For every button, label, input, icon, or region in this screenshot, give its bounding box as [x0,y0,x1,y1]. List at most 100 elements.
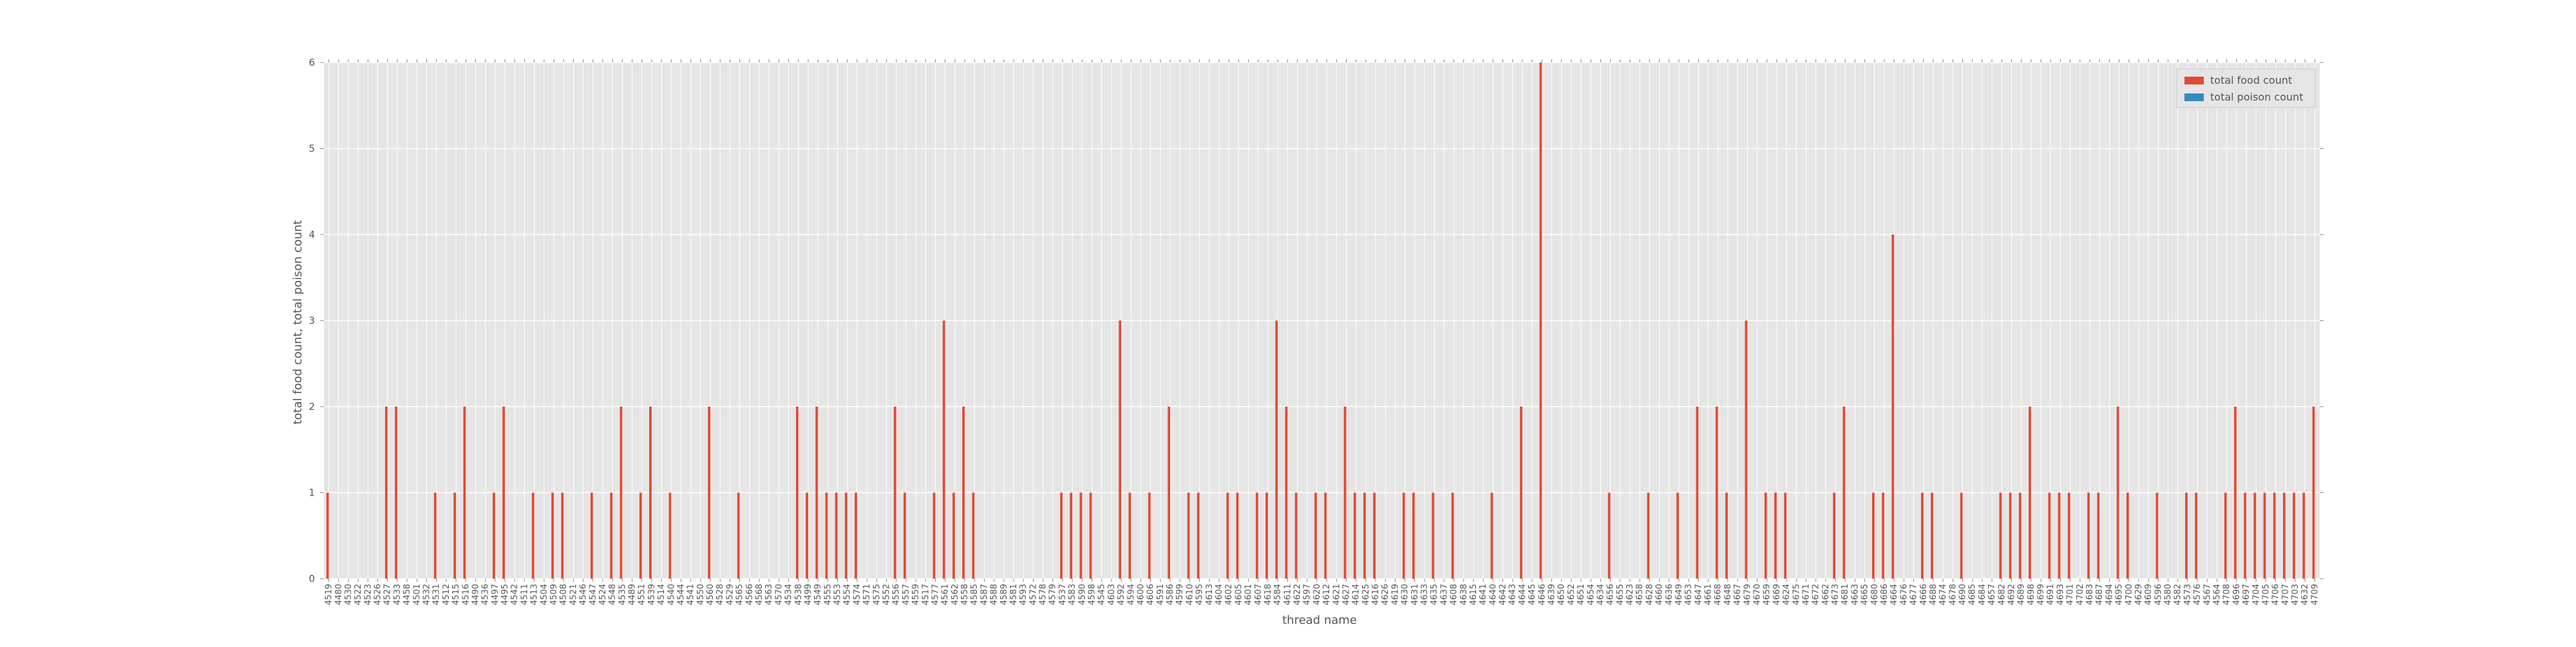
x-tick-label: 4509 [549,584,559,605]
bar [815,407,819,579]
x-tick-label: 4644 [1518,584,1528,605]
legend-swatch [2184,93,2204,101]
bar [2048,492,2051,579]
x-tick-label: 4642 [1499,584,1508,605]
bar [531,492,535,579]
x-tick-label: 4687 [2095,584,2105,605]
bar [1882,492,1884,579]
x-tick-label: 4563 [764,584,774,605]
x-tick-label: 4662 [1821,584,1831,605]
bar [1402,492,1405,579]
x-tick-label: 4557 [902,584,911,605]
bar [326,492,329,579]
bar [1353,492,1356,579]
x-tick-label: 4541 [687,584,696,605]
x-tick-label: 4583 [1068,584,1077,605]
x-tick-label: 4516 [461,584,471,605]
bar [2253,492,2257,579]
x-tick-label: 4678 [1948,584,1958,605]
x-tick-label: 4692 [2007,584,2016,605]
x-tick-label: 4528 [715,584,725,605]
bar [2018,492,2022,579]
x-tick-label: 4698 [2027,584,2036,605]
x-tick-label: 4550 [696,584,706,605]
bar [1255,492,1258,579]
x-tick-label: 4572 [1028,584,1038,605]
bar [1070,492,1073,579]
x-tick-label: 4549 [813,584,823,605]
x-tick-label: 4534 [784,584,794,605]
x-tick-label: 4670 [1753,584,1763,605]
x-tick-label: 4548 [608,584,618,605]
x-tick-label: 4630 [1401,584,1410,605]
x-tick-label: 4615 [1469,584,1479,605]
x-tick-label: 4591 [1156,584,1166,605]
x-tick-label: 4648 [1723,584,1733,605]
x-tick-label: 4593 [1019,584,1028,605]
x-tick-label: 4601 [1244,584,1254,605]
x-tick-label: 4679 [1743,584,1752,605]
x-tick-label: 4540 [667,584,676,605]
x-tick-label: 4604 [1215,584,1224,605]
x-tick-label: 4631 [1410,584,1420,605]
bar [649,407,652,579]
x-tick-label: 4562 [951,584,960,605]
x-tick-label: 4695 [2115,584,2125,605]
x-tick-label: 4655 [1616,584,1625,605]
x-tick-label: 4536 [481,584,491,605]
bar [1920,492,1924,579]
x-tick-label: 4703 [2291,584,2300,605]
x-tick-label: 4689 [2017,584,2027,605]
bar [2087,492,2090,579]
bar [1490,492,1493,579]
bar [1451,492,1454,579]
bar [1275,320,1278,579]
bar [1343,407,1347,579]
x-tick-label: 4513 [530,584,540,605]
x-tick-label: 4674 [1938,584,1948,605]
x-tick-label: 4592 [1117,584,1126,605]
x-tick-label: 4538 [794,584,804,605]
x-tick-label: 4499 [804,584,813,605]
bar [1432,492,1435,579]
x-tick-label: 4495 [500,584,510,605]
x-tick-label: 4514 [657,584,667,605]
x-tick-label: 4700 [2125,584,2134,605]
bar [2263,492,2266,579]
x-tick-label: 4602 [1224,584,1234,605]
x-tick-label: 4480 [334,584,344,605]
x-tick-label: 4610 [1185,584,1195,605]
x-tick-label: 4544 [676,584,686,605]
x-tick-label: 4585 [970,584,980,605]
x-tick-label: 4680 [1870,584,1880,605]
bar [844,492,848,579]
x-tick-label: 4694 [2105,584,2114,605]
bar [395,407,397,579]
x-tick-label: 4489 [628,584,638,605]
bar [639,492,642,579]
x-tick-label: 4682 [1997,584,2007,605]
bar [1539,63,1542,579]
y-tick-label: 0 [308,573,315,584]
bar [1764,492,1767,579]
bar [2009,492,2012,579]
bar [1607,492,1611,579]
x-tick-label: 4574 [853,584,862,605]
bar [463,407,466,579]
x-tick-label: 4616 [1371,584,1381,605]
x-tick-label: 4636 [1665,584,1674,605]
x-tick-label: 4693 [2056,584,2065,605]
x-tick-label: 4626 [1381,584,1390,605]
bar [1363,492,1366,579]
x-tick-label: 4590 [1077,584,1087,605]
x-tick-label: 4613 [1205,584,1215,605]
x-tick-label: 4573 [2183,584,2193,605]
legend-label: total poison count [2210,91,2304,103]
bar [1148,492,1151,579]
bar [1373,492,1376,579]
x-tick-label: 4651 [1577,584,1586,605]
x-tick-label: 4650 [1557,584,1567,605]
x-tick-label: 4524 [598,584,608,605]
